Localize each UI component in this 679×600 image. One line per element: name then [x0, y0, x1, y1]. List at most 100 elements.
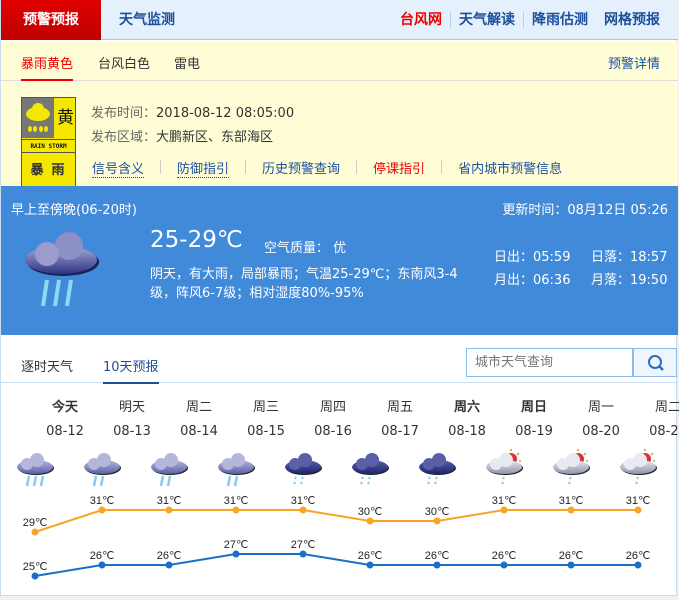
nav-weather-analysis[interactable]: 天气解读 [459, 12, 515, 28]
day-date: 08-20 [582, 424, 620, 439]
low-temp-label: 26℃ [157, 550, 182, 562]
low-temp-point [433, 561, 441, 569]
light-rain-icon [283, 448, 323, 488]
high-temp-label: 31℃ [291, 495, 316, 507]
link-history[interactable]: 历史预警查询 [262, 162, 341, 177]
nav-typhoon[interactable]: 台风网 [400, 12, 442, 28]
high-temp-label: 31℃ [157, 495, 182, 507]
high-temp-label: 30℃ [358, 506, 383, 518]
forecast-tabs: 逐时天气 10天预报 [1, 336, 678, 384]
high-temp-point [433, 517, 441, 525]
search-button[interactable] [633, 348, 677, 377]
forecast-desc-1: 阴天，有大雨，局部暴雨；气温25-29℃；东南风3-4 [150, 267, 458, 282]
search-icon [648, 355, 664, 371]
high-temp-point [634, 506, 642, 514]
rainstorm-yellow-signal-icon: 黄 RAIN STORM 暴雨 [21, 97, 76, 187]
day-date: 08-18 [448, 424, 486, 439]
day-date: 08-21 [649, 424, 679, 439]
high-temp-point [232, 506, 240, 514]
day-date: 08-15 [247, 424, 285, 439]
warning-links: 信号含义 防御指引 历史预警查询 停课指引 省内城市预警信息 [92, 158, 562, 178]
light-rain-icon [417, 448, 457, 488]
high-temp-point [299, 506, 307, 514]
high-temp-label: 30℃ [425, 506, 450, 518]
warning-detail-link[interactable]: 预警详情 [607, 57, 660, 72]
high-temp-point [165, 506, 173, 514]
day-name: 周三 [252, 400, 279, 415]
low-temp-label: 26℃ [425, 550, 450, 562]
low-temp-label: 26℃ [626, 550, 651, 562]
low-temp-line [34, 553, 638, 577]
update-time: 更新时间：08月12日 05:26 [502, 203, 668, 218]
day-date: 08-13 [113, 424, 151, 439]
low-temp-label: 26℃ [358, 550, 383, 562]
shower-icon [484, 448, 524, 488]
current-weather-panel: 早上至傍晚(06-20时) 更新时间：08月12日 05:26 25-29℃ 空… [1, 186, 678, 335]
low-temp-point [165, 561, 173, 569]
high-temp-label: 29℃ [23, 517, 48, 529]
link-signal-meaning[interactable]: 信号含义 [92, 158, 145, 178]
day-name: 今天 [51, 400, 78, 415]
warning-panel: 暴雨黄色 台风白色 雷电 预警详情 黄 RAIN STORM 暴雨 发布时间：2… [1, 41, 678, 187]
low-temp-point [31, 572, 39, 580]
light-rain-icon [350, 448, 390, 488]
low-temp-label: 27℃ [291, 539, 316, 551]
period: 早上至傍晚(06-20时) [11, 203, 137, 218]
low-temp-label: 27℃ [224, 539, 249, 551]
shower-icon [618, 448, 658, 488]
day-date: 08-14 [180, 424, 218, 439]
low-temp-label: 26℃ [90, 550, 115, 562]
day-name: 周五 [386, 400, 413, 415]
low-temp-point [98, 561, 106, 569]
tab-10-day[interactable]: 10天预报 [103, 356, 159, 384]
high-temp-label: 31℃ [90, 495, 115, 507]
day-date: 08-12 [46, 424, 84, 439]
day-name: 周日 [520, 400, 547, 415]
day-date: 08-17 [381, 424, 419, 439]
heavy-rain-icon [15, 448, 55, 488]
low-temp-point [299, 550, 307, 558]
city-search-input[interactable] [466, 348, 633, 377]
sunrise: 日出：05:59 [494, 250, 571, 265]
high-temp-point [500, 506, 508, 514]
day-name: 明天 [118, 400, 145, 415]
link-defense-guide[interactable]: 防御指引 [177, 158, 230, 178]
signal-cn: 暴雨 [30, 163, 73, 178]
high-temp-label: 31℃ [626, 495, 651, 507]
link-province-warnings[interactable]: 省内城市预警信息 [458, 162, 563, 177]
shower-icon [551, 448, 591, 488]
tab-thunder[interactable]: 雷电 [174, 57, 201, 72]
air-quality: 空气质量： 优 [264, 241, 347, 256]
nav-rain-estimate[interactable]: 降雨估测 [532, 12, 588, 28]
day-name: 周一 [587, 400, 614, 415]
nav-warning-forecast[interactable]: 预警预报 [1, 0, 101, 40]
moderate-rain-icon [82, 448, 122, 488]
signal-level: 黄 [57, 108, 74, 128]
top-nav: 预警预报 天气监测 台风网 天气解读 降雨估测 网格预报 [1, 0, 678, 40]
high-temp-line [34, 509, 638, 533]
low-temp-point [567, 561, 575, 569]
temperature-range: 25-29℃ [150, 227, 243, 253]
high-temp-point [567, 506, 575, 514]
tab-hourly[interactable]: 逐时天气 [21, 360, 74, 375]
high-temp-point [31, 528, 39, 536]
day-name: 周二 [185, 400, 212, 415]
day-name: 周六 [453, 400, 480, 415]
low-temp-point [634, 561, 642, 569]
moonset: 月落：19:50 [591, 273, 668, 288]
moderate-rain-icon [216, 448, 256, 488]
nav-weather-monitor[interactable]: 天气监测 [119, 12, 175, 28]
link-class-suspension[interactable]: 停课指引 [373, 162, 426, 177]
high-temp-point [98, 506, 106, 514]
day-name: 周四 [319, 400, 346, 415]
tab-rainstorm-yellow[interactable]: 暴雨黄色 [21, 53, 74, 81]
day-name: 周二 [654, 400, 679, 415]
tab-typhoon-white[interactable]: 台风白色 [98, 57, 151, 72]
divider [523, 12, 524, 28]
low-temp-point [366, 561, 374, 569]
low-temp-point [500, 561, 508, 569]
issue-time: 发布时间：2018-08-12 08:05:00 [91, 106, 295, 121]
day-date: 08-16 [314, 424, 352, 439]
moonrise: 月出：06:36 [494, 273, 571, 288]
nav-grid-forecast[interactable]: 网格预报 [604, 12, 660, 28]
